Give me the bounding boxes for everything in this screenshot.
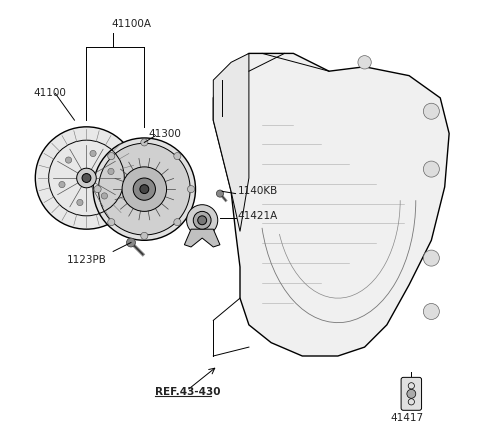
Circle shape bbox=[358, 56, 371, 69]
Circle shape bbox=[423, 103, 439, 119]
Circle shape bbox=[423, 250, 439, 266]
Circle shape bbox=[82, 174, 91, 182]
Text: 41100A: 41100A bbox=[111, 20, 151, 29]
Circle shape bbox=[94, 186, 101, 193]
Circle shape bbox=[59, 182, 65, 188]
Circle shape bbox=[98, 143, 190, 235]
Circle shape bbox=[108, 168, 114, 174]
Circle shape bbox=[90, 150, 96, 157]
Polygon shape bbox=[184, 229, 220, 247]
Circle shape bbox=[187, 205, 218, 236]
Circle shape bbox=[36, 127, 138, 229]
Text: 41300: 41300 bbox=[149, 129, 181, 138]
Circle shape bbox=[141, 139, 148, 146]
Circle shape bbox=[77, 168, 96, 188]
Circle shape bbox=[198, 216, 206, 225]
Text: 1140KB: 1140KB bbox=[238, 186, 278, 196]
Circle shape bbox=[188, 186, 194, 193]
Circle shape bbox=[93, 138, 195, 240]
Circle shape bbox=[77, 199, 83, 206]
Circle shape bbox=[407, 389, 416, 398]
Circle shape bbox=[133, 178, 156, 200]
Circle shape bbox=[101, 193, 108, 199]
Circle shape bbox=[423, 161, 439, 177]
Circle shape bbox=[141, 232, 148, 239]
Polygon shape bbox=[213, 53, 449, 356]
Circle shape bbox=[216, 190, 224, 197]
Circle shape bbox=[174, 218, 181, 226]
Circle shape bbox=[108, 153, 115, 160]
Circle shape bbox=[122, 167, 167, 211]
Text: 41421A: 41421A bbox=[238, 211, 278, 221]
Text: 41417: 41417 bbox=[390, 413, 423, 423]
Text: REF.43-430: REF.43-430 bbox=[155, 387, 220, 396]
FancyBboxPatch shape bbox=[401, 377, 421, 410]
Circle shape bbox=[174, 153, 181, 160]
Circle shape bbox=[127, 238, 135, 247]
Circle shape bbox=[193, 211, 211, 229]
Circle shape bbox=[423, 303, 439, 320]
Circle shape bbox=[65, 157, 72, 163]
Text: 41100: 41100 bbox=[33, 89, 66, 98]
Circle shape bbox=[140, 185, 149, 194]
Circle shape bbox=[108, 218, 115, 226]
Polygon shape bbox=[213, 53, 249, 231]
Text: 1123PB: 1123PB bbox=[67, 255, 107, 265]
